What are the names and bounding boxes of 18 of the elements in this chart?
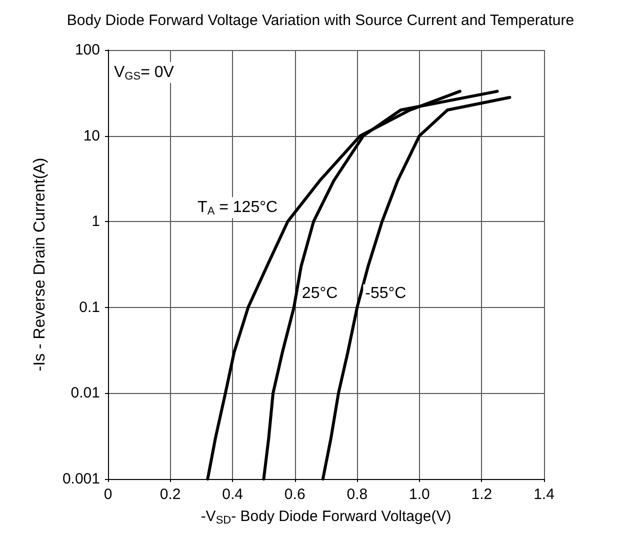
series-label: -55°C xyxy=(365,284,406,302)
y-tick-label: 1 xyxy=(92,213,100,230)
series-label: 25°C xyxy=(302,284,338,302)
x-tick-label: 1.4 xyxy=(534,486,554,503)
y-tick-label: 10 xyxy=(83,127,100,144)
y-tick-label: 0.001 xyxy=(62,470,100,488)
x-tick-label: 0.4 xyxy=(222,486,243,503)
x-tick-label: 0.6 xyxy=(284,486,306,503)
y-axis-title: -Is - Reverse Drain Current(A) xyxy=(32,158,48,372)
chart-title: Body Diode Forward Voltage Variation with Source Current and Temperature xyxy=(66,12,574,29)
y-tick-label: 100 xyxy=(74,42,100,58)
y-tick-label: 0.1 xyxy=(79,298,100,316)
x-tick-label: 0.2 xyxy=(160,486,181,503)
x-tick-label: 0 xyxy=(104,486,112,503)
x-tick-label: 1.2 xyxy=(471,486,492,503)
y-tick-label: 0.01 xyxy=(70,384,100,402)
x-tick-label: 0.8 xyxy=(346,486,368,503)
x-tick-label: 1.0 xyxy=(409,486,430,503)
